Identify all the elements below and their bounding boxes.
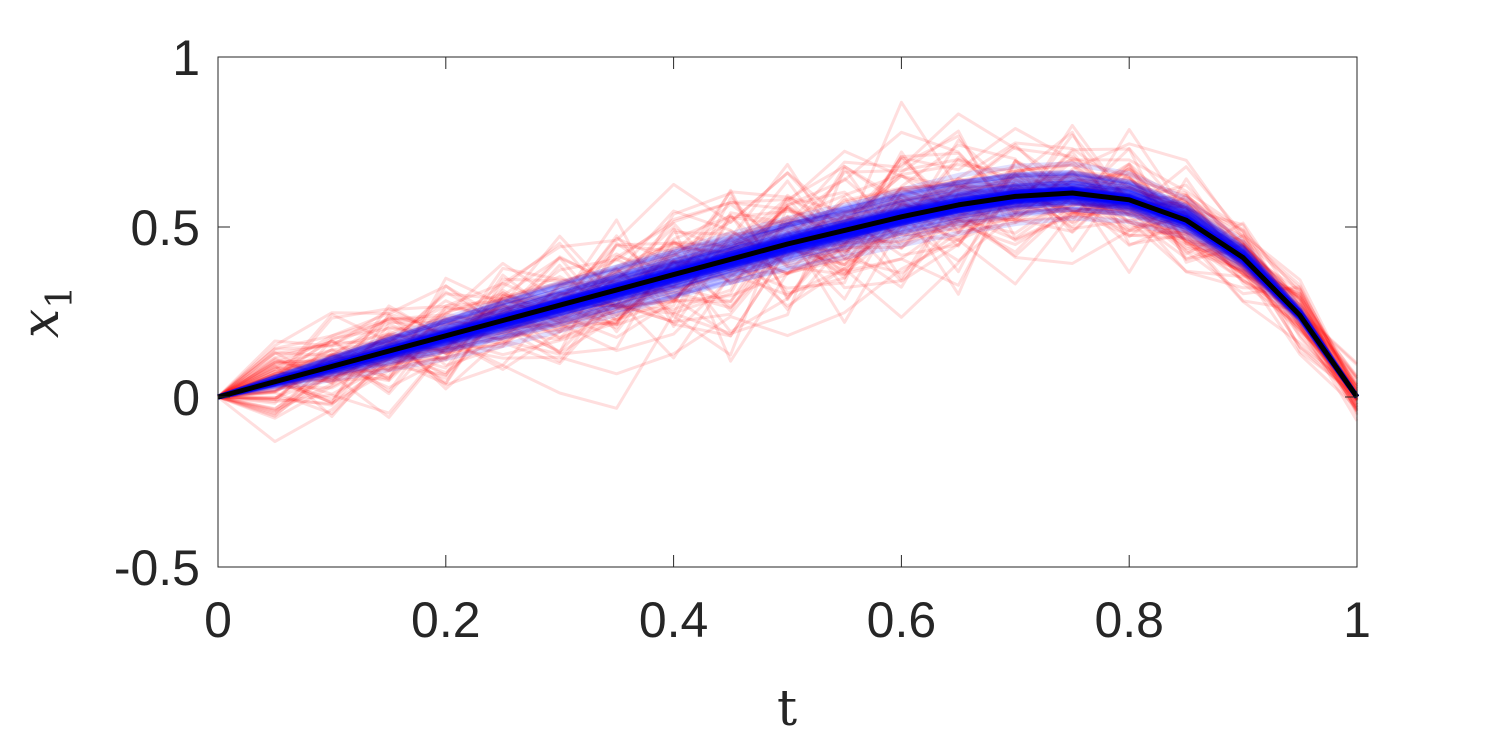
mean-series [217, 190, 1360, 400]
red-ensemble-line [217, 141, 1359, 399]
plot-area-background [218, 57, 1357, 567]
red-ensemble-line [217, 127, 1359, 399]
red-ensemble-line [217, 184, 1359, 399]
red-ensemble-line [217, 133, 1359, 399]
red-ensemble-line [217, 150, 1359, 400]
red-ensemble-line [217, 192, 1359, 410]
blue-core-line [217, 186, 1360, 400]
y-axis-label-main: x [11, 309, 71, 338]
red-ensemble-line [217, 147, 1359, 400]
y-tick-label: 0 [172, 370, 200, 426]
red-ensemble-line [217, 177, 1359, 412]
red-ensemble-line [216, 172, 1359, 408]
tick-marks [217, 56, 1358, 568]
y-tick-label: 1 [172, 30, 200, 86]
red-ensemble-line [217, 166, 1359, 406]
blue-ensemble-line [217, 171, 1360, 400]
x-tick-label: 0 [204, 592, 232, 648]
plot-area-frame [217, 56, 1358, 568]
red-ensemble-line [217, 191, 1359, 399]
red-ensemble-line [217, 209, 1359, 403]
tick-labels: 0 0.2 0.4 0.6 0.8 1-0.500.51 [114, 30, 1371, 648]
red-ensemble-line [217, 173, 1359, 399]
x-tick-label: 0.8 [1094, 592, 1164, 648]
y-axis-label: x1 [11, 286, 81, 338]
blue-ensemble-line [217, 180, 1360, 400]
blue-ensemble-line [217, 172, 1360, 400]
y-tick-label: -0.5 [114, 540, 200, 596]
red-ensemble-line [217, 149, 1359, 402]
blue-ensemble-line [217, 207, 1360, 400]
red-ensemble-line [217, 158, 1359, 408]
red-ensemble-line [217, 128, 1359, 399]
blue-ensemble-line [217, 177, 1360, 400]
x-tick-label: 0.4 [639, 592, 709, 648]
red-ensemble-line [217, 189, 1359, 399]
red-ensemble-line [217, 210, 1358, 419]
blue-ensemble-line [217, 176, 1360, 400]
blue-ensemble-line [217, 184, 1360, 400]
blue-ensemble-line [217, 170, 1360, 400]
red-ensemble-line [217, 159, 1359, 399]
mean-line [217, 190, 1360, 400]
red-ensemble-line [217, 145, 1359, 412]
red-ensemble-line [217, 100, 1359, 399]
x-axis-label: t [777, 679, 797, 737]
red-ensemble-line [217, 159, 1359, 415]
x-tick-label: 0.2 [411, 592, 481, 648]
red-ensemble-line [217, 171, 1359, 403]
red-ensemble-line [217, 179, 1359, 399]
red-ensemble-line [217, 134, 1359, 399]
red-ensemble-line [217, 193, 1359, 406]
red-ensemble-line [217, 169, 1359, 400]
red-ensemble-line [217, 138, 1359, 399]
x-tick-label: 0.6 [867, 592, 937, 648]
red-ensemble-line [217, 150, 1358, 399]
y-axis-label-subscript: 1 [40, 286, 81, 309]
x-tick-label: 1 [1343, 592, 1371, 648]
red-ensemble-line [217, 163, 1359, 405]
blue-ensemble-line [217, 215, 1359, 400]
red-ensemble-line [217, 147, 1359, 399]
y-tick-label: 0.5 [130, 200, 200, 256]
red-ensemble-line [217, 193, 1359, 411]
red-ensemble-line [217, 163, 1359, 403]
red-ensemble-line [217, 193, 1359, 415]
